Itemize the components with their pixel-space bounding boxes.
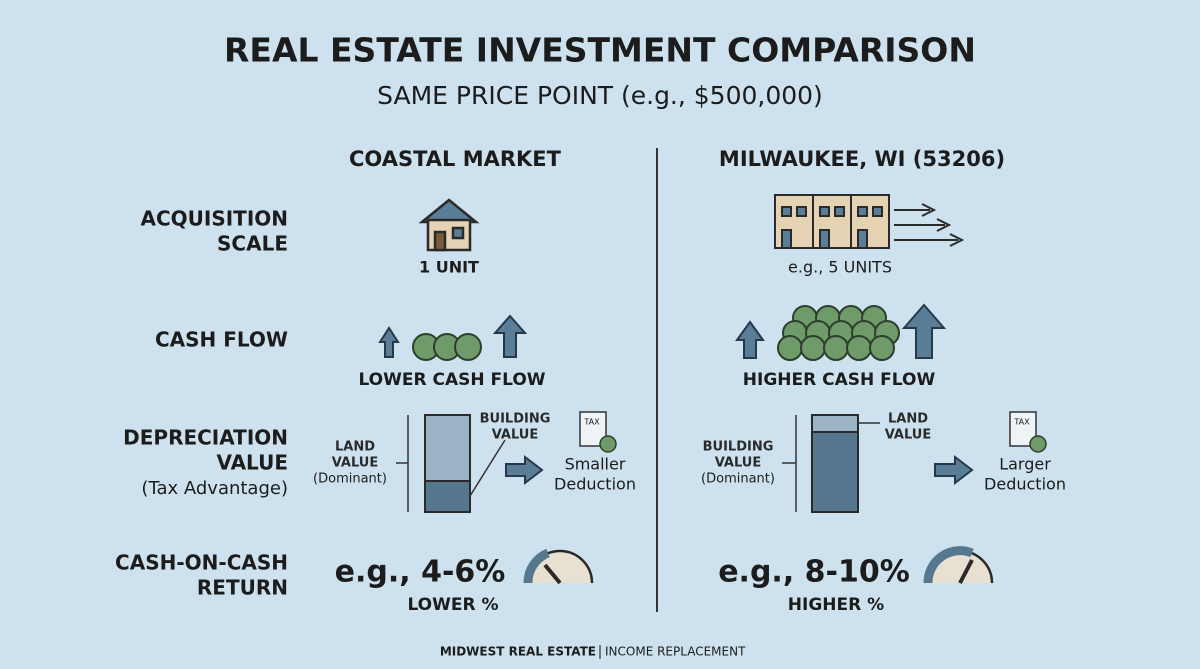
row-note: (Tax Advantage) [141, 478, 288, 499]
gauge [923, 546, 994, 584]
cash-flow-label: HIGHER CASH FLOW [743, 370, 936, 390]
deduction-label: Deduction [984, 475, 1066, 494]
tax-icon: TAX [1013, 418, 1030, 427]
return-value: e.g., 4-6% [335, 555, 506, 590]
land-note: (Dominant) [313, 472, 387, 487]
row-label: CASH FLOW [155, 328, 288, 352]
land-label: VALUE [885, 428, 932, 443]
column-heading: MILWAUKEE, WI (53206) [719, 147, 1005, 171]
row-label: DEPRECIATION [123, 426, 288, 450]
row-label: RETURN [197, 576, 288, 600]
land-label: VALUE [332, 456, 379, 471]
depreciation-chart [396, 411, 617, 513]
building-note: (Dominant) [701, 472, 775, 487]
cash-flow-label: LOWER CASH FLOW [358, 370, 545, 390]
deduction-label: Larger [999, 455, 1051, 474]
footer-tagline: INCOME REPLACEMENT [605, 645, 746, 659]
return-label: LOWER % [407, 595, 498, 615]
cash-icon [735, 303, 947, 361]
tax-icon: TAX [583, 418, 600, 427]
house-icon [418, 198, 480, 252]
building-label: VALUE [492, 428, 539, 443]
footer-brand: MIDWEST REAL ESTATE [440, 645, 596, 659]
row-label: CASH-ON-CASH [115, 551, 288, 575]
building-label: VALUE [715, 456, 762, 471]
cash-icon [378, 314, 528, 361]
row-label: ACQUISITION [140, 207, 288, 231]
deduction-label: Deduction [554, 475, 636, 494]
land-label: LAND [888, 412, 928, 427]
row-label: VALUE [216, 451, 288, 475]
return-label: HIGHER % [788, 595, 884, 615]
building-label: BUILDING [480, 412, 551, 427]
deduction-label: Smaller [565, 455, 626, 474]
subtitle: SAME PRICE POINT (e.g., $500,000) [377, 81, 823, 110]
land-label: LAND [335, 440, 375, 455]
rowhouse-icon [774, 194, 965, 249]
row-label: SCALE [217, 232, 288, 256]
scale-label: e.g., 5 UNITS [788, 258, 892, 277]
title: REAL ESTATE INVESTMENT COMPARISON [224, 31, 976, 70]
gauge [523, 548, 594, 585]
column-heading: COASTAL MARKET [349, 147, 562, 171]
depreciation-chart [782, 411, 1047, 513]
return-value: e.g., 8-10% [718, 555, 910, 590]
building-label: BUILDING [703, 440, 774, 455]
scale-label: 1 UNIT [419, 258, 479, 277]
